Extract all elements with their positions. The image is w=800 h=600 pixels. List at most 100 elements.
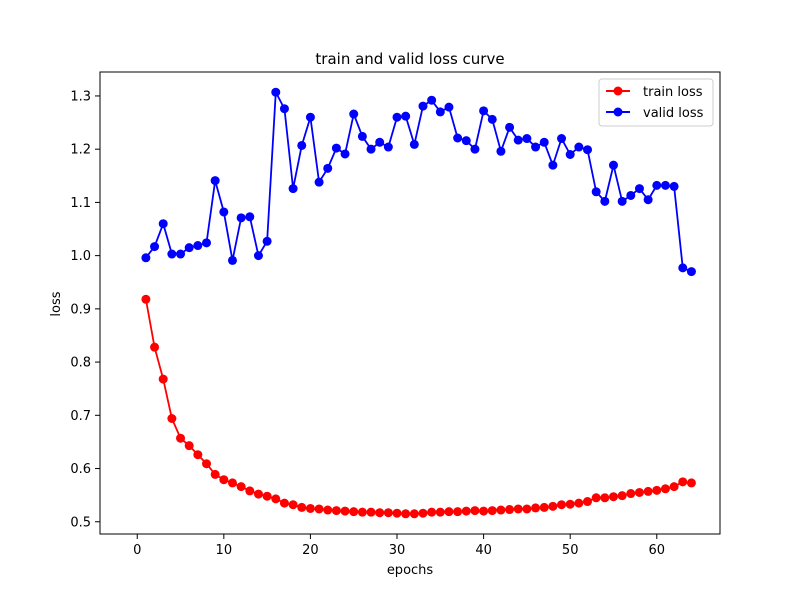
train-loss-point [626,489,636,499]
chart-title: train and valid loss curve [315,50,504,68]
valid-loss-point [539,137,549,147]
legend-valid-marker [613,107,623,117]
valid-loss-point [262,236,272,246]
train-loss-point [617,491,627,501]
valid-loss-point [357,131,367,141]
train-loss-point [513,504,523,514]
valid-loss-point [418,101,428,111]
y-tick-label: 0.8 [70,356,91,371]
valid-loss-point [245,212,255,222]
valid-loss-point [202,238,212,248]
valid-loss-point [409,139,419,149]
train-loss-point [634,487,644,497]
train-loss-point [383,508,393,518]
valid-loss-point [496,146,506,156]
valid-loss-point [652,180,662,190]
y-tick-label: 1.0 [70,249,91,264]
y-tick-label: 0.5 [70,515,91,530]
valid-loss-point [314,177,324,187]
valid-loss-point [479,106,489,116]
train-loss-point [591,493,601,503]
valid-loss-point [323,163,333,173]
valid-loss-point [331,143,341,153]
train-loss-point [574,498,584,508]
y-tick-label: 0.7 [70,409,91,424]
valid-loss-point [574,142,584,152]
valid-loss-point [253,251,263,261]
train-loss-point [210,469,220,479]
x-tick-label: 40 [475,543,492,558]
train-loss-point [357,507,367,517]
valid-loss-point [617,196,627,206]
x-axis-label: epochs [387,563,434,578]
train-loss-point [470,506,480,516]
valid-loss-point [392,112,402,122]
valid-loss-point [435,107,445,117]
x-tick-label: 10 [216,543,233,558]
valid-loss-point [505,122,515,132]
train-loss-point [608,492,618,502]
valid-loss-point [686,267,696,277]
train-loss-point [660,484,670,494]
train-loss-point [479,506,489,516]
valid-loss-point [158,219,168,229]
valid-loss-point [227,255,237,265]
valid-loss-point [366,144,376,154]
train-loss-point [227,478,237,488]
legend-valid-label: valid loss [643,106,704,121]
valid-loss-point [660,180,670,190]
train-loss-point [176,433,186,443]
train-loss-point [652,485,662,495]
train-loss-point [643,486,653,496]
valid-loss-line [145,88,692,273]
y-tick-label: 1.1 [70,196,91,211]
train-loss-point [496,505,506,515]
valid-loss-point [608,160,618,170]
train-loss-point [600,493,610,503]
valid-loss-point [305,112,315,122]
valid-loss-point [557,134,567,144]
x-tick-label: 30 [389,543,406,558]
valid-loss-point [167,249,177,259]
valid-loss-point [184,243,194,253]
train-loss-point [141,294,151,304]
train-loss-point [305,503,315,513]
valid-loss-point [427,95,437,105]
train-loss-point [453,507,463,517]
valid-loss-point [219,207,229,217]
train-loss-point [686,478,696,488]
valid-loss-point [401,111,411,121]
train-loss-point [340,506,350,516]
train-loss-point [279,498,289,508]
valid-loss-point [340,149,350,159]
x-axis-ticks: 0 10 20 30 40 50 60 [133,534,665,558]
train-loss-point [236,482,246,492]
train-loss-point [288,500,298,510]
train-loss-point [219,475,229,485]
train-loss-point [461,506,471,516]
valid-loss-point [678,263,688,273]
valid-loss-point [349,109,359,119]
train-loss-point [409,509,419,519]
valid-loss-point [453,133,463,143]
train-loss-point [349,507,359,517]
valid-loss-point [141,253,151,263]
train-loss-point [669,482,679,492]
train-loss-point [202,459,212,469]
train-loss-point [548,501,558,511]
train-loss-point [323,505,333,515]
valid-loss-point [470,144,480,154]
train-loss-point [444,507,454,517]
train-loss-point [392,508,402,518]
plot-area [99,71,721,535]
valid-loss-point [643,195,653,205]
train-loss-point [531,503,541,513]
valid-loss-point [522,134,532,144]
train-loss-point [539,502,549,512]
train-loss-point [158,374,168,384]
valid-loss-point [236,213,246,223]
valid-loss-point [634,184,644,194]
valid-loss-point [583,145,593,155]
